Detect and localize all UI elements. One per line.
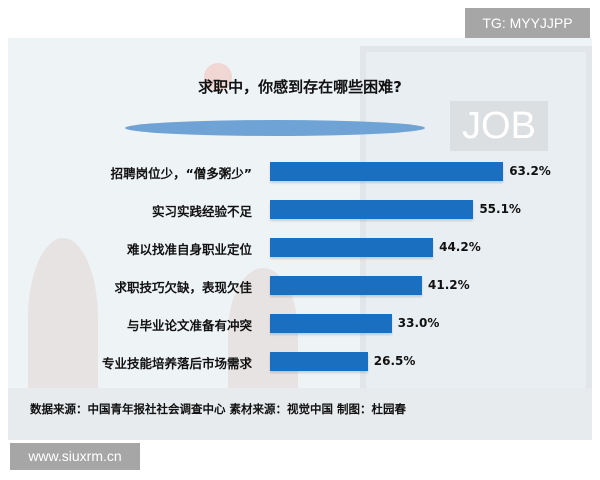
value-label: 44.2% xyxy=(439,240,481,254)
value-label: 63.2% xyxy=(509,164,551,178)
bar xyxy=(270,200,474,219)
background-person xyxy=(28,238,98,398)
title-underline xyxy=(125,120,425,136)
category-label: 难以找准自身职业定位 xyxy=(126,242,252,257)
value-label: 41.2% xyxy=(428,278,470,292)
footer-band xyxy=(8,388,592,440)
chart-title: 求职中，你感到存在哪些困难? xyxy=(198,78,402,96)
category-label: 与毕业论文准备有冲突 xyxy=(126,318,252,333)
source-note: 数据来源：中国青年报社社会调查中心 素材来源：视觉中国 制图：杜园春 xyxy=(30,402,407,416)
bar xyxy=(270,352,368,371)
bar xyxy=(270,276,423,295)
value-label: 33.0% xyxy=(397,316,440,330)
job-sign: JOB xyxy=(450,101,548,151)
value-label: 26.5% xyxy=(373,354,416,368)
value-label: 55.1% xyxy=(479,202,521,216)
category-label: 专业技能培养落后市场需求 xyxy=(101,356,252,371)
infographic-panel: JOB 求职中，你感到存在哪些困难? 招聘岗位少，“僧多粥少” 63.2% 实习实践… xyxy=(8,38,592,440)
bar xyxy=(270,162,504,181)
category-label: 求职技巧欠缺，表现欠佳 xyxy=(114,280,252,295)
category-label: 招聘岗位少，“僧多粥少” xyxy=(110,166,252,181)
bar xyxy=(270,314,392,333)
watermark-top: TG: MYYJJPP xyxy=(465,8,590,38)
category-label: 实习实践经验不足 xyxy=(151,204,252,219)
bar xyxy=(270,238,434,257)
decorative-ball xyxy=(204,63,232,91)
watermark-bottom: www.siuxrm.cn xyxy=(10,443,140,470)
